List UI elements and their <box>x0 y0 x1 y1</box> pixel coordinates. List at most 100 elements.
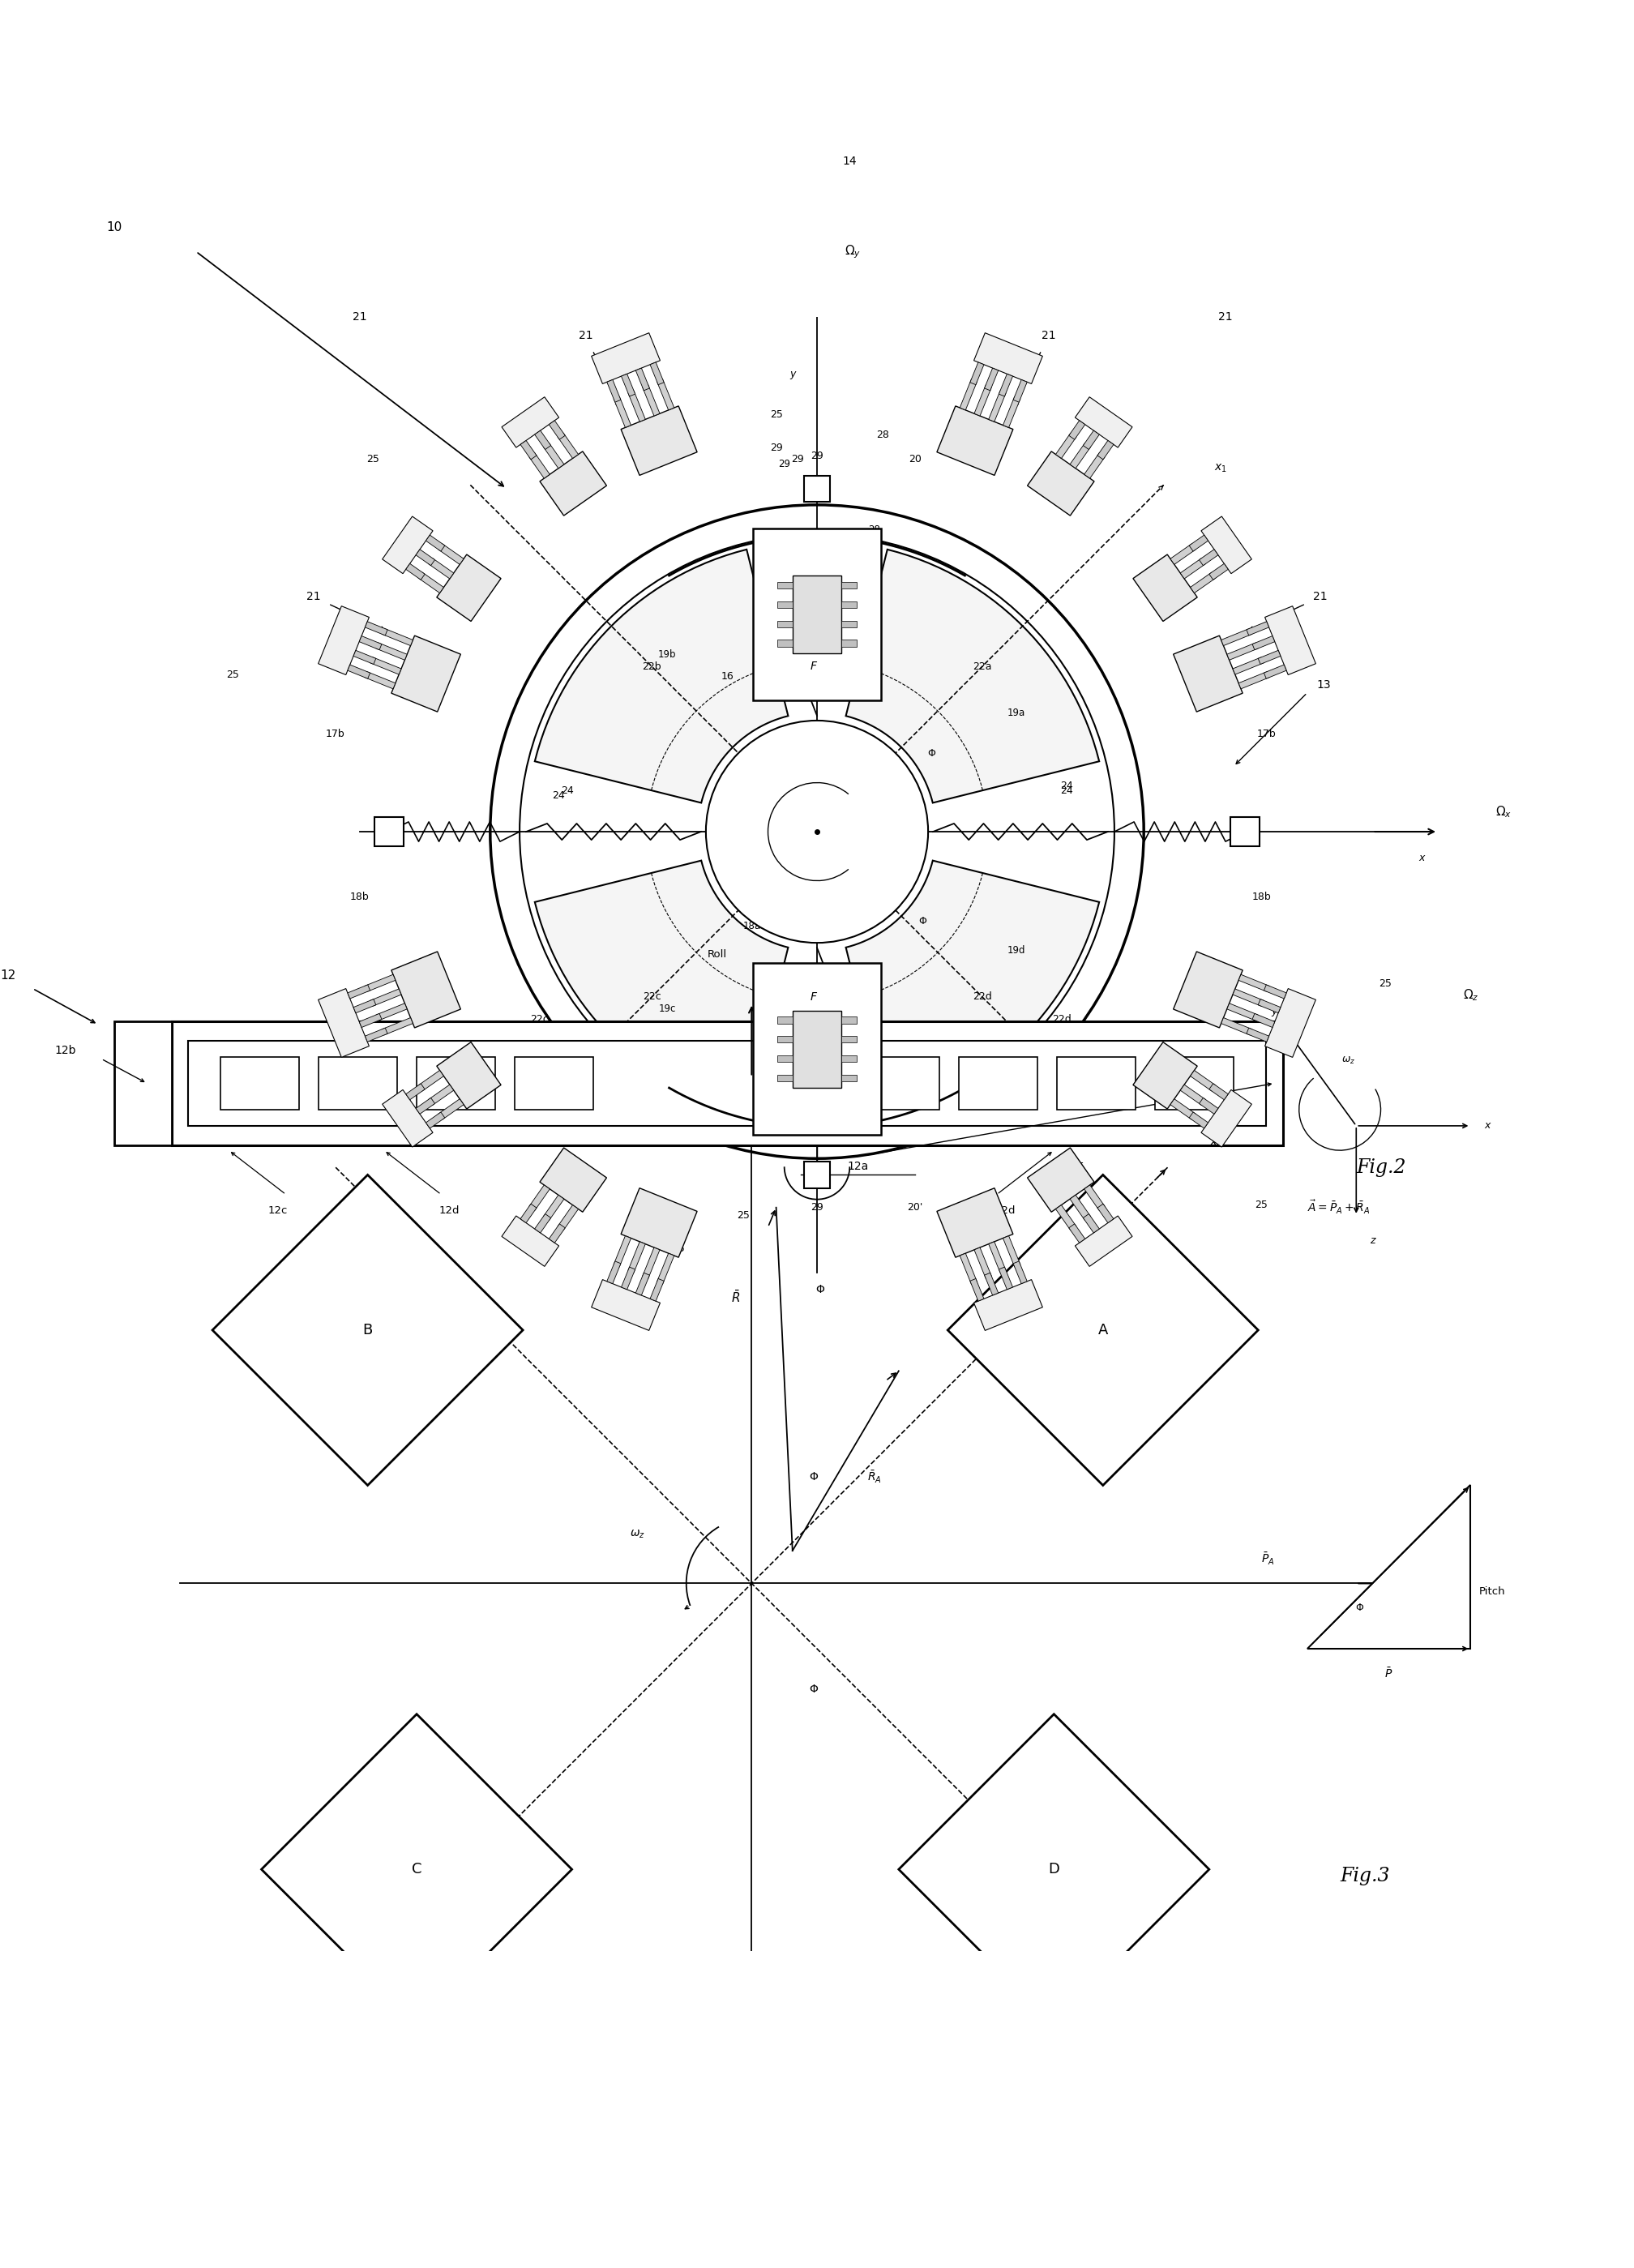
Text: $x_1$: $x_1$ <box>1209 1136 1224 1150</box>
Text: 19a: 19a <box>1007 708 1025 719</box>
Polygon shape <box>650 1279 663 1302</box>
Polygon shape <box>1003 397 1020 426</box>
Polygon shape <box>549 1225 565 1243</box>
Polygon shape <box>1227 1002 1258 1021</box>
Polygon shape <box>1028 1148 1095 1211</box>
Text: F: F <box>810 660 817 671</box>
Text: z: z <box>825 853 830 864</box>
Polygon shape <box>998 374 1013 397</box>
Polygon shape <box>1056 1204 1077 1232</box>
Text: Fig.3: Fig.3 <box>1340 1867 1391 1885</box>
Polygon shape <box>534 860 788 1114</box>
Text: 29: 29 <box>810 1202 824 1213</box>
Bar <box>114 1021 172 1145</box>
Text: $x_1$: $x_1$ <box>1214 463 1227 474</box>
Text: 25: 25 <box>770 411 783 420</box>
Text: 24: 24 <box>770 585 783 594</box>
Bar <box>861 1057 940 1109</box>
Polygon shape <box>549 420 565 440</box>
Polygon shape <box>426 1111 444 1127</box>
Polygon shape <box>642 1247 660 1279</box>
Polygon shape <box>636 1272 650 1295</box>
Bar <box>221 1057 299 1109</box>
Text: y: y <box>1271 1007 1278 1016</box>
Text: 28': 28' <box>825 1120 842 1132</box>
Text: x: x <box>1451 1585 1458 1597</box>
Polygon shape <box>544 442 564 469</box>
Polygon shape <box>319 989 369 1057</box>
Text: 28: 28 <box>876 429 889 440</box>
Polygon shape <box>529 454 549 479</box>
Bar <box>417 1057 495 1109</box>
Text: $\omega_z$: $\omega_z$ <box>629 1529 645 1540</box>
Polygon shape <box>778 1075 792 1082</box>
Text: 25: 25 <box>1379 980 1392 989</box>
Polygon shape <box>1227 642 1258 660</box>
Polygon shape <box>382 628 413 646</box>
Text: F: F <box>810 991 817 1002</box>
Polygon shape <box>1056 433 1077 458</box>
Polygon shape <box>1252 635 1275 651</box>
Text: Fig.2: Fig.2 <box>1356 1159 1407 1177</box>
Polygon shape <box>417 1098 435 1114</box>
Text: 18b: 18b <box>1252 891 1271 903</box>
Bar <box>959 1057 1038 1109</box>
Polygon shape <box>984 1272 998 1295</box>
Text: 21: 21 <box>353 311 366 322</box>
Polygon shape <box>1013 379 1028 401</box>
Polygon shape <box>359 1014 382 1027</box>
Polygon shape <box>842 583 856 590</box>
Text: $\bar{R}_A$: $\bar{R}_A$ <box>868 1470 881 1486</box>
Text: 25: 25 <box>770 528 783 540</box>
Polygon shape <box>971 1279 984 1302</box>
Polygon shape <box>1201 517 1252 574</box>
Text: $\Omega_z$: $\Omega_z$ <box>1462 987 1479 1002</box>
Text: $x_2$: $x_2$ <box>1095 1105 1106 1116</box>
Polygon shape <box>529 1184 549 1211</box>
Text: z: z <box>1369 1236 1376 1245</box>
Text: 22b: 22b <box>642 662 662 671</box>
Polygon shape <box>534 431 551 449</box>
Text: 18b: 18b <box>350 891 369 903</box>
Polygon shape <box>371 658 402 674</box>
Polygon shape <box>1232 658 1263 674</box>
Polygon shape <box>621 1188 698 1256</box>
Polygon shape <box>436 553 502 621</box>
Text: 22c: 22c <box>642 991 662 1002</box>
Text: 17a: 17a <box>853 821 871 832</box>
Text: 20': 20' <box>907 1202 923 1213</box>
Polygon shape <box>348 665 369 678</box>
Polygon shape <box>520 440 536 460</box>
Polygon shape <box>405 565 425 581</box>
Polygon shape <box>557 433 578 458</box>
Polygon shape <box>392 953 461 1027</box>
Polygon shape <box>1307 1486 1471 1649</box>
Polygon shape <box>1173 953 1242 1027</box>
Text: 24: 24 <box>770 1068 783 1080</box>
Polygon shape <box>621 374 636 397</box>
Text: 12d: 12d <box>995 1207 1015 1216</box>
Text: 12a: 12a <box>846 1161 869 1173</box>
Text: 22a: 22a <box>972 662 992 671</box>
Text: 21: 21 <box>1041 329 1056 340</box>
Polygon shape <box>428 558 454 578</box>
Polygon shape <box>936 1188 1013 1256</box>
Text: 29: 29 <box>810 451 824 460</box>
Text: 25: 25 <box>1255 1200 1268 1209</box>
Polygon shape <box>753 528 881 701</box>
Polygon shape <box>984 367 998 390</box>
Text: 21: 21 <box>306 592 320 603</box>
Text: $\Phi$: $\Phi$ <box>809 1472 819 1483</box>
Bar <box>188 1041 1266 1125</box>
Polygon shape <box>1069 420 1085 440</box>
Polygon shape <box>974 386 992 415</box>
Text: B: B <box>363 1322 373 1338</box>
Text: 17b: 17b <box>1257 728 1276 739</box>
Polygon shape <box>417 549 435 565</box>
Polygon shape <box>592 1279 660 1331</box>
Polygon shape <box>1098 440 1114 460</box>
Polygon shape <box>842 1075 856 1082</box>
Polygon shape <box>1190 1070 1216 1091</box>
Text: 22c: 22c <box>529 1014 549 1025</box>
Polygon shape <box>621 1268 636 1290</box>
